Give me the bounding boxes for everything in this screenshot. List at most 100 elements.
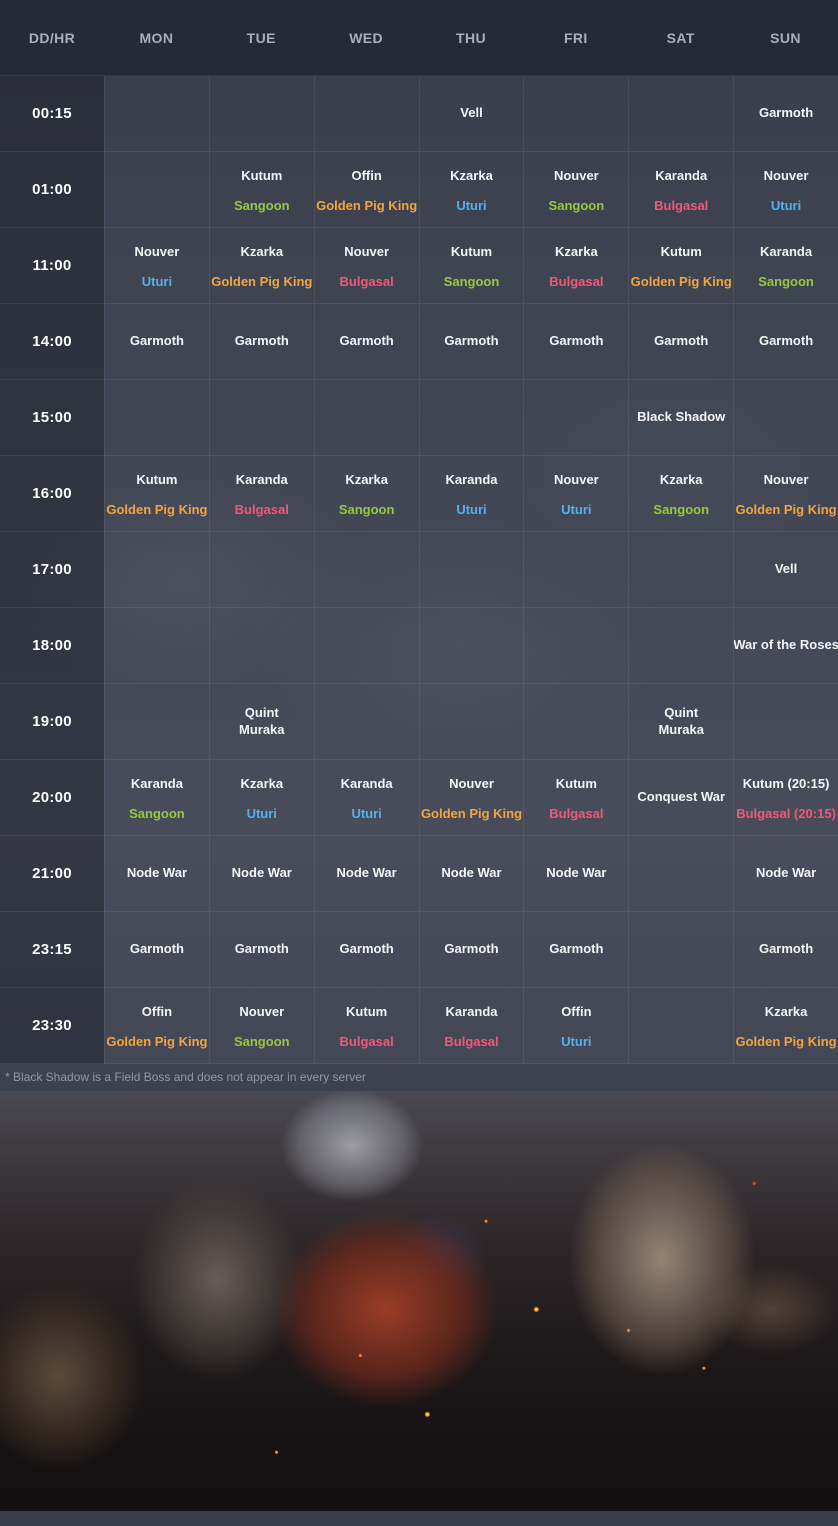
schedule-cell: Kzarka Golden Pig King [733,988,838,1064]
boss-secondary: Bulgasal [444,1033,499,1049]
boss-secondary: Bulgasal [234,501,289,517]
schedule-cell: Karanda Uturi [313,760,419,836]
boss-secondary: Bulgasal [549,805,604,821]
boss-primary: Kzarka [659,472,703,487]
boss-primary: Kzarka [764,1004,808,1019]
boss-secondary: Golden Pig King [106,1033,208,1049]
schedule-cell: Kutum Golden Pig King [104,456,209,532]
boss-primary: Kutum [346,1004,388,1019]
schedule-cell: Vell [418,76,524,152]
boss-primary: Garmoth [444,941,499,957]
schedule-cell: Kutum Bulgasal [313,988,419,1064]
boss-primary: Nouver [553,168,599,183]
schedule-cell [628,988,734,1064]
boss-primary: Kutum [660,244,702,259]
time-label: 20:00 [0,760,104,836]
world-bosses-artwork [0,1091,838,1511]
schedule-cell: Node War [418,836,524,912]
schedule-cell: Karanda Sangoon [104,760,209,836]
boss-secondary: Sangoon [233,1033,290,1049]
boss-primary: Node War [546,865,607,881]
boss-primary: Garmoth [129,333,184,349]
boss-secondary: Golden Pig King [420,805,523,821]
schedule-cell [523,76,629,152]
schedule-cell: Kzarka Sangoon [313,456,419,532]
schedule-cell: Garmoth [104,304,209,380]
schedule-cell: Node War [733,836,838,912]
boss-primary: Kutum [136,472,178,487]
schedule-cell [628,836,734,912]
schedule-cell: Offin Golden Pig King [104,988,209,1064]
boss-primary: Karanda [235,472,288,487]
day-header-mon: MON [104,0,209,75]
schedule-cell [313,608,419,684]
schedule-cell [313,380,419,456]
schedule-cell: Nouver Uturi [104,228,209,304]
boss-primary: Black Shadow [637,409,726,425]
schedule-cell: Quint Muraka [208,684,314,760]
boss-primary: Offin [561,1004,592,1019]
schedule-cell [418,380,524,456]
schedule-cell [628,912,734,988]
schedule-cell: Nouver Sangoon [208,988,314,1064]
time-label: 19:00 [0,684,104,760]
boss-primary: Vell [774,561,798,577]
boss-secondary: Bulgasal [339,273,394,289]
boss-primary: Node War [755,865,817,881]
schedule-cell: Karanda Bulgasal [418,988,524,1064]
black-shadow-footnote: * Black Shadow is a Field Boss and does … [5,1070,366,1084]
boss-secondary: Uturi [770,197,802,213]
time-label: 00:15 [0,76,104,152]
schedule-cell: Garmoth [418,304,524,380]
schedule-cell: Nouver Uturi [733,152,838,228]
time-label: 21:00 [0,836,104,912]
schedule-cell: Garmoth [104,912,209,988]
boss-secondary: Uturi [141,273,173,289]
boss-primary: Garmoth [549,333,604,349]
boss-primary: Node War [336,865,397,881]
schedule-cell: Karanda Sangoon [733,228,838,304]
boss-primary: Kzarka [345,472,388,487]
schedule-cell: War of the Roses [733,608,838,684]
boss-primary: Offin [141,1004,173,1019]
schedule-cell: Garmoth [418,912,524,988]
boss-primary: Nouver [763,472,809,487]
schedule-cell: Kzarka Bulgasal [523,228,629,304]
boss-primary: Kutum [555,776,597,791]
boss-primary: Karanda [445,472,498,487]
schedule-cell: Quint Muraka [628,684,734,760]
boss-secondary: Uturi [351,805,382,821]
schedule-cell: Nouver Sangoon [523,152,629,228]
boss-primary: Garmoth [339,941,394,957]
boss-primary: Garmoth [234,333,289,349]
schedule-cell [523,684,629,760]
schedule-cell: Garmoth [733,304,838,380]
schedule-cell [418,684,524,760]
boss-primary: Karanda [340,776,393,791]
schedule-cell: Karanda Bulgasal [628,152,734,228]
boss-primary: Nouver [763,168,809,183]
boss-secondary: Uturi [456,197,487,213]
boss-secondary: Sangoon [443,273,500,289]
boss-primary: Offin [351,168,382,183]
schedule-cell: Garmoth [733,76,838,152]
schedule-cell [104,152,209,228]
boss-secondary: Sangoon [758,273,814,289]
boss-schedule-table: DD/HR MON TUE WED THU FRI SAT SUN 00:15 Vell Garm… [0,0,838,1064]
schedule-cell [208,76,314,152]
boss-primary: Kutum [241,168,283,183]
bottom-section-strip [0,1511,838,1526]
boss-primary: Garmoth [339,333,394,349]
time-label: 15:00 [0,380,104,456]
boss-secondary: Bulgasal [549,273,604,289]
schedule-cell: Nouver Bulgasal [313,228,419,304]
boss-primary: Node War [126,865,188,881]
schedule-cell: Nouver Uturi [523,456,629,532]
schedule-cell: Node War [523,836,629,912]
boss-primary: Karanda [655,168,708,183]
boss-primary: Quint [664,705,699,721]
schedule-cell: Kzarka Uturi [418,152,524,228]
schedule-cell [733,684,838,760]
time-label: 23:30 [0,988,104,1064]
